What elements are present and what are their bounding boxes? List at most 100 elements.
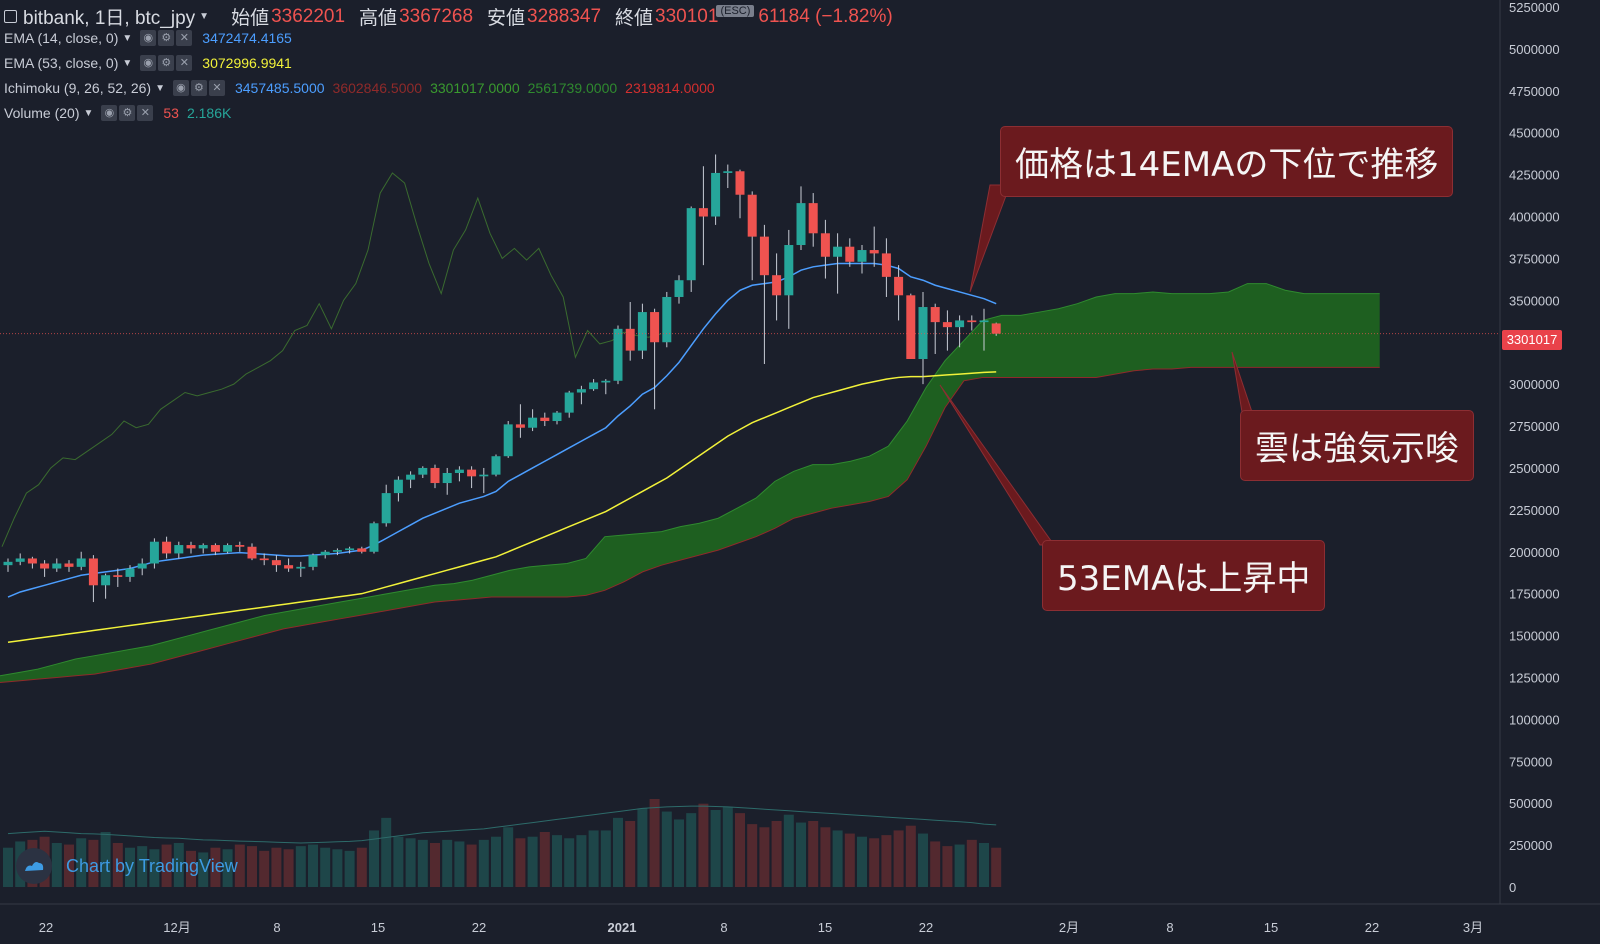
volume-bar	[234, 844, 245, 887]
volume-bar	[137, 846, 148, 887]
candle-body	[528, 417, 538, 428]
volume-bar	[686, 813, 697, 887]
volume-bar	[51, 843, 62, 887]
volume-bar	[417, 839, 428, 887]
eye-icon[interactable]: ◉	[101, 105, 118, 121]
volume-bar	[796, 822, 806, 887]
candle-body	[857, 250, 867, 262]
tradingview-watermark[interactable]: Chart by TradingView	[16, 848, 238, 884]
volume-bar	[320, 847, 331, 887]
x-tick-label: 12月	[163, 920, 190, 935]
volume-bar	[552, 835, 562, 887]
watermark-text[interactable]: Chart by TradingView	[66, 855, 238, 876]
gear-icon[interactable]: ⚙	[119, 105, 136, 121]
volume-bar	[515, 838, 526, 887]
eye-icon[interactable]: ◉	[140, 30, 157, 46]
chevron-down-icon[interactable]: ▼	[83, 107, 94, 119]
indicator-name[interactable]: EMA (14, close, 0)	[4, 30, 119, 46]
indicator-value: 3072996.9941	[202, 55, 292, 71]
x-tick-label: 8	[1166, 920, 1173, 935]
candle-body	[796, 203, 806, 246]
volume-bar	[893, 830, 904, 887]
volume-bar	[661, 811, 672, 887]
candle-body	[906, 295, 916, 359]
close-label: 終値	[615, 8, 654, 29]
close-icon[interactable]: ✕	[208, 80, 225, 96]
volume-bar	[954, 844, 965, 887]
low-value: 3288347	[527, 5, 602, 27]
close-icon[interactable]: ✕	[137, 105, 154, 121]
candle-body	[174, 545, 184, 554]
candle-body	[149, 541, 159, 564]
volume-bar	[125, 847, 135, 887]
candle-body	[772, 275, 782, 296]
indicator-legend-row[interactable]: EMA (53, close, 0) ▼ ◉ ⚙ ✕ 3072996.9941	[4, 55, 292, 71]
candle-body	[454, 469, 464, 473]
gear-icon[interactable]: ⚙	[158, 30, 175, 46]
senkou-span-b	[0, 366, 1380, 684]
indicator-name[interactable]: EMA (53, close, 0)	[4, 55, 119, 71]
indicator-name[interactable]: Ichimoku (9, 26, 52, 26)	[4, 80, 152, 96]
candle-body	[491, 456, 501, 475]
candle-body	[820, 233, 830, 257]
candle-body	[223, 545, 233, 552]
x-tick-label: 22	[919, 920, 933, 935]
close-icon[interactable]: ✕	[176, 55, 193, 71]
candle-body	[357, 548, 367, 552]
annotation-cloud[interactable]: 雲は強気示唆	[1240, 410, 1474, 481]
volume-bar	[625, 821, 636, 887]
symbol-label[interactable]: bitbank, 1日, btc_jpy	[23, 8, 196, 29]
esc-badge[interactable]: (ESC)	[716, 4, 755, 17]
volume-bar	[747, 824, 758, 887]
candle-body	[747, 194, 757, 237]
candle-body	[76, 558, 86, 567]
eye-icon[interactable]: ◉	[140, 55, 157, 71]
y-tick-label: 4750000	[1509, 84, 1560, 99]
chevron-down-icon[interactable]: ▼	[122, 32, 133, 44]
indicator-value: 3457485.5000	[234, 80, 325, 96]
indicator-legend-row[interactable]: EMA (14, close, 0) ▼ ◉ ⚙ ✕ 3472474.4165	[4, 30, 292, 46]
indicator-legend-row[interactable]: Volume (20) ▼ ◉ ⚙ ✕ 53 2.186K	[4, 105, 231, 121]
y-tick-label: 5000000	[1509, 42, 1560, 57]
candle-body	[271, 560, 281, 566]
candle-body	[869, 250, 879, 254]
volume-bar	[64, 844, 74, 887]
candle-body	[979, 320, 989, 323]
candle-body	[650, 312, 660, 343]
annotation-ema53[interactable]: 53EMAは上昇中	[1042, 540, 1326, 611]
candle-body	[515, 424, 525, 428]
close-icon[interactable]: ✕	[176, 30, 193, 46]
annotation-ema14[interactable]: 価格は14EMAの下位で推移	[1000, 126, 1454, 197]
chevron-down-icon[interactable]: ▼	[122, 57, 133, 69]
candle-body	[698, 208, 708, 217]
candle-body	[101, 575, 111, 586]
collapse-icon[interactable]	[4, 10, 17, 23]
volume-bar	[478, 839, 489, 887]
candle-body	[259, 558, 269, 561]
chevron-down-icon[interactable]: ▼	[199, 11, 210, 22]
indicator-name[interactable]: Volume (20)	[4, 105, 80, 121]
indicator-legend-row[interactable]: Ichimoku (9, 26, 52, 26) ▼ ◉ ⚙ ✕ 3457485.5000…	[4, 80, 715, 96]
x-tick-label: 3月	[1463, 920, 1483, 935]
gear-icon[interactable]: ⚙	[158, 55, 175, 71]
candle-body	[601, 380, 611, 383]
volume-bar	[832, 830, 843, 887]
volume-bar	[442, 839, 453, 887]
candle-body	[759, 236, 769, 276]
gear-icon[interactable]: ⚙	[190, 80, 207, 96]
eye-icon[interactable]: ◉	[172, 80, 189, 96]
candle-body	[27, 558, 37, 564]
candle-body	[345, 548, 355, 551]
volume-bar	[344, 850, 355, 887]
y-tick-label: 250000	[1509, 838, 1552, 853]
ema53-line	[7, 371, 997, 644]
senkou-span-a	[0, 283, 1380, 677]
candle-body	[967, 320, 977, 323]
volume-bar	[454, 841, 465, 887]
tradingview-logo-icon	[16, 848, 52, 884]
chevron-down-icon[interactable]: ▼	[155, 82, 165, 94]
candle-body	[540, 417, 550, 422]
candle-body	[52, 563, 62, 569]
